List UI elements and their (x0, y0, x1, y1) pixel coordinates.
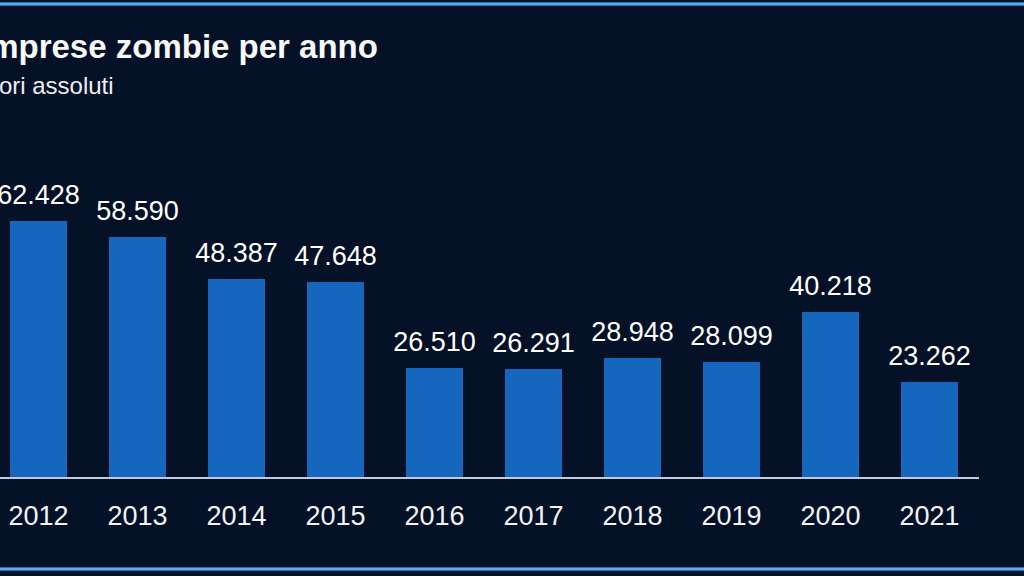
bar (406, 368, 463, 477)
bar-group: 48.387 (187, 240, 286, 477)
value-label: 40.218 (789, 273, 872, 300)
value-label: 58.590 (96, 198, 179, 225)
bar (505, 369, 562, 477)
value-label: 26.291 (492, 330, 575, 357)
bar-group: 40.218 (781, 273, 880, 477)
bar-group: 26.291 (484, 330, 583, 477)
bottom-accent-line (0, 567, 1024, 571)
year-label: 2013 (88, 502, 187, 532)
year-label: 2016 (385, 502, 484, 532)
bar-group: 28.948 (583, 319, 682, 477)
bar (604, 358, 661, 477)
year-label: 2017 (484, 502, 583, 532)
value-label: 28.099 (690, 323, 773, 350)
year-label: 2014 (187, 502, 286, 532)
bar (802, 312, 859, 477)
bar (703, 362, 760, 477)
x-axis-line (0, 477, 979, 479)
year-label: 2015 (286, 502, 385, 532)
value-label: 23.262 (888, 343, 971, 370)
bar (10, 221, 67, 477)
bar-group: 26.510 (385, 329, 484, 477)
plot-area: 62.428 2012 58.590 2013 48.387 2014 47.648 2015… (0, 0, 1024, 576)
bar-group: 47.648 (286, 243, 385, 477)
bar (109, 237, 166, 477)
bar (208, 279, 265, 477)
year-label: 2019 (682, 502, 781, 532)
year-label: 2018 (583, 502, 682, 532)
bar-group: 62.428 (0, 182, 88, 477)
value-label: 62.428 (0, 182, 80, 209)
bar (901, 382, 958, 477)
value-label: 26.510 (393, 329, 476, 356)
bar-group: 28.099 (682, 323, 781, 477)
value-label: 28.948 (591, 319, 674, 346)
value-label: 48.387 (195, 240, 278, 267)
value-label: 47.648 (294, 243, 377, 270)
year-label: 2012 (0, 502, 88, 532)
year-label: 2020 (781, 502, 880, 532)
bar-group: 58.590 (88, 198, 187, 477)
chart-canvas: Imprese zombie per anno Valori assoluti … (0, 0, 1024, 576)
bar (307, 282, 364, 477)
bar-group: 23.262 (880, 343, 979, 477)
year-label: 2021 (880, 502, 979, 532)
